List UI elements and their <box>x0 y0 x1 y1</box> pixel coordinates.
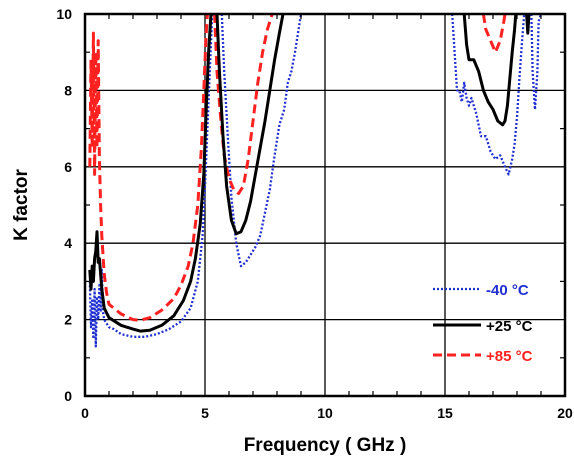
y-tick-label: 2 <box>64 312 72 328</box>
series-line-40-C <box>530 14 543 111</box>
y-tick-label: 8 <box>64 82 72 98</box>
y-tick-label: 0 <box>64 388 72 404</box>
series-line-40-C <box>220 14 303 268</box>
series-line-40-C <box>88 14 214 348</box>
series-line-25-C <box>462 14 518 127</box>
x-axis-label: Frequency ( GHz ) <box>244 435 407 456</box>
y-axis-label: K factor <box>11 169 32 241</box>
y-tick-label: 6 <box>64 159 72 175</box>
x-tick-label: 0 <box>81 405 89 421</box>
legend: -40 °C +25 °C +85 °C <box>433 282 533 365</box>
series-line-40-C <box>451 14 526 176</box>
series-line-85-C <box>88 14 209 322</box>
series-line-25-C <box>525 14 531 35</box>
series-layer <box>88 14 543 348</box>
legend-label: +25 °C <box>486 318 533 335</box>
x-tick-label: 10 <box>317 405 333 421</box>
x-tick-label: 15 <box>437 405 453 421</box>
tick-marks <box>85 14 565 396</box>
x-tick-label: 5 <box>201 405 209 421</box>
legend-label: +85 °C <box>486 348 533 365</box>
y-tick-label: 4 <box>64 235 72 251</box>
x-tick-labels: 0 5 10 15 20 <box>81 405 573 421</box>
legend-label: -40 °C <box>486 282 529 299</box>
series-line-85-C <box>213 14 274 195</box>
y-tick-labels: 0 2 4 6 8 10 <box>56 6 72 404</box>
series-line-25-C <box>88 14 213 333</box>
y-tick-label: 10 <box>56 6 72 22</box>
series-line-85-C <box>481 14 507 54</box>
x-tick-label: 20 <box>557 405 573 421</box>
series-line-25-C <box>215 14 285 236</box>
